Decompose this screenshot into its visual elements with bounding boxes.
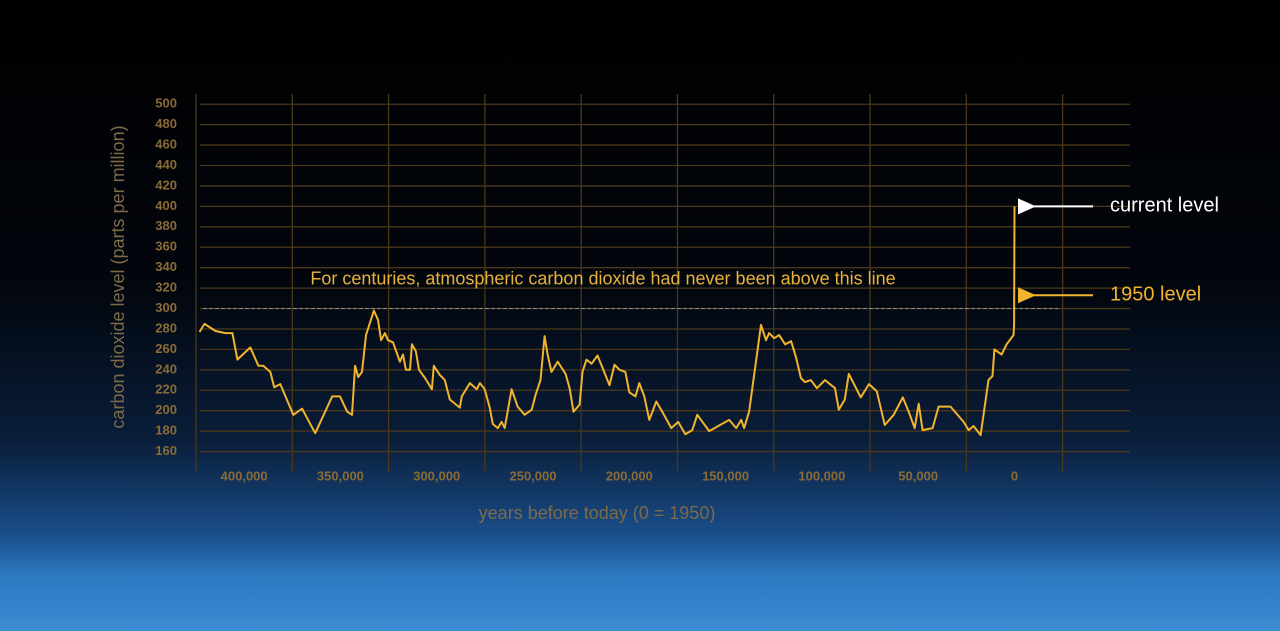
- y-tick-label: 180: [155, 423, 177, 438]
- y-tick-label: 320: [155, 280, 177, 295]
- y-tick-label: 440: [155, 157, 177, 172]
- y-tick-label: 200: [155, 402, 177, 417]
- y-tick-label: 380: [155, 218, 177, 233]
- x-tick-label: 50,000: [898, 468, 938, 483]
- x-tick-label: 250,000: [510, 468, 557, 483]
- x-tick-label: 0: [1011, 468, 1018, 483]
- x-tick-label: 100,000: [798, 468, 845, 483]
- y-axis-title: carbon dioxide level (parts per million): [108, 125, 128, 428]
- y-tick-label: 400: [155, 198, 177, 213]
- threshold-label: For centuries, atmospheric carbon dioxid…: [310, 268, 895, 288]
- x-tick-label: 150,000: [702, 468, 749, 483]
- x-tick-label: 300,000: [413, 468, 460, 483]
- y-tick-label: 340: [155, 259, 177, 274]
- y-tick-label: 220: [155, 382, 177, 397]
- y-tick-label: 160: [155, 443, 177, 458]
- y-tick-label: 460: [155, 137, 177, 152]
- y-tick-label: 300: [155, 300, 177, 315]
- annotation-label: 1950 level: [1110, 284, 1201, 306]
- x-tick-label: 350,000: [317, 468, 364, 483]
- x-axis-title: years before today (0 = 1950): [479, 503, 716, 523]
- co2-line: [198, 206, 1016, 437]
- y-tick-label: 240: [155, 361, 177, 376]
- y-tick-label: 500: [155, 96, 177, 111]
- y-tick-label: 280: [155, 320, 177, 335]
- y-tick-label: 480: [155, 116, 177, 131]
- y-tick-label: 360: [155, 239, 177, 254]
- y-tick-label: 420: [155, 177, 177, 192]
- x-tick-label: 400,000: [221, 468, 268, 483]
- annotation-label: current level: [1110, 195, 1219, 217]
- x-tick-label: 200,000: [606, 468, 653, 483]
- y-tick-label: 260: [155, 341, 177, 356]
